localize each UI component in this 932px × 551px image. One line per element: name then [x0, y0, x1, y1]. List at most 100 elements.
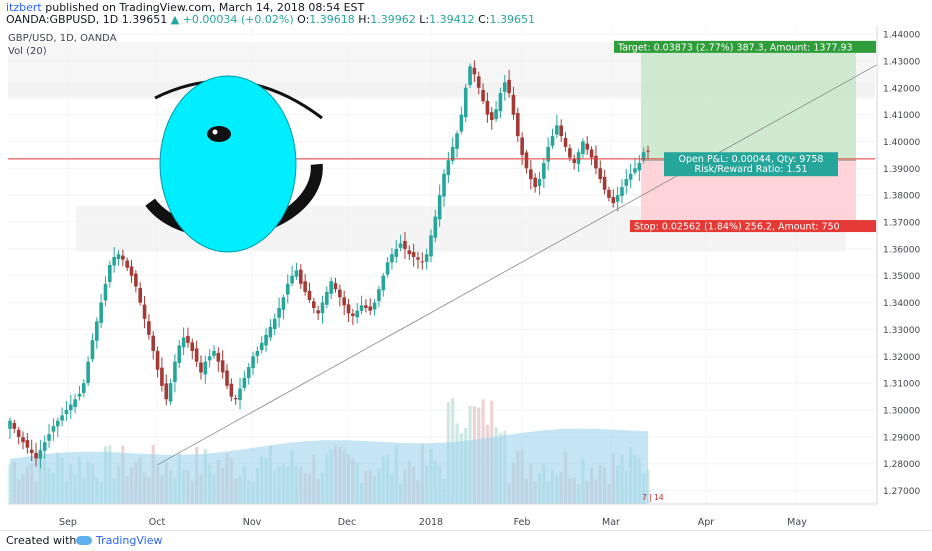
candle-body[interactable]: [624, 179, 629, 186]
candle-body[interactable]: [42, 442, 47, 451]
candle-body[interactable]: [142, 304, 147, 319]
candle-body[interactable]: [229, 383, 234, 397]
candle-body[interactable]: [238, 388, 242, 401]
candle-body[interactable]: [489, 112, 494, 120]
candle-body[interactable]: [416, 257, 420, 260]
candle-body[interactable]: [320, 302, 325, 314]
candle-body[interactable]: [212, 350, 216, 356]
candle-body[interactable]: [524, 152, 529, 169]
candle-body[interactable]: [555, 125, 559, 135]
candle-body[interactable]: [394, 248, 399, 257]
candle-body[interactable]: [86, 361, 90, 384]
candle-body[interactable]: [290, 275, 294, 284]
candle-body[interactable]: [476, 76, 481, 88]
candle-body[interactable]: [255, 350, 260, 356]
candle-body[interactable]: [55, 420, 60, 427]
candle-body[interactable]: [220, 360, 225, 373]
candle-body[interactable]: [372, 302, 377, 310]
candle-body[interactable]: [173, 361, 177, 382]
candle-body[interactable]: [641, 152, 646, 161]
candle-body[interactable]: [342, 297, 346, 306]
candle-body[interactable]: [537, 179, 542, 187]
candle-body[interactable]: [29, 449, 34, 453]
candle-body[interactable]: [134, 273, 138, 287]
candle-body[interactable]: [77, 393, 82, 397]
candle-body[interactable]: [433, 216, 438, 238]
candle-body[interactable]: [294, 270, 299, 277]
candle-body[interactable]: [355, 310, 360, 318]
candle-body[interactable]: [181, 337, 186, 348]
candle-body[interactable]: [177, 345, 182, 363]
candle-body[interactable]: [481, 89, 485, 102]
candle-body[interactable]: [338, 289, 342, 298]
candle-body[interactable]: [563, 137, 568, 147]
candle-body[interactable]: [611, 197, 616, 204]
candle-body[interactable]: [51, 426, 56, 432]
candle-body[interactable]: [572, 159, 577, 163]
candle-body[interactable]: [359, 305, 364, 311]
candle-body[interactable]: [585, 143, 590, 150]
candle-body[interactable]: [21, 437, 25, 443]
candle-body[interactable]: [281, 297, 286, 310]
candle-body[interactable]: [498, 93, 503, 112]
candle-body[interactable]: [268, 326, 273, 338]
candle-body[interactable]: [450, 146, 455, 161]
candle-body[interactable]: [216, 352, 221, 362]
candle-body[interactable]: [420, 261, 425, 263]
candle-body[interactable]: [34, 452, 38, 459]
tradingview-link[interactable]: TradingView: [76, 534, 162, 547]
candle-body[interactable]: [333, 283, 338, 290]
candle-body[interactable]: [581, 141, 585, 154]
candle-body[interactable]: [81, 383, 86, 393]
candle-body[interactable]: [60, 415, 64, 421]
candle-body[interactable]: [160, 367, 164, 386]
candle-body[interactable]: [559, 125, 563, 137]
candle-body[interactable]: [121, 255, 125, 260]
candle-body[interactable]: [199, 362, 203, 373]
candle-body[interactable]: [381, 275, 386, 291]
candle-body[interactable]: [429, 235, 433, 257]
candle-body[interactable]: [628, 173, 633, 180]
candle-body[interactable]: [129, 266, 134, 276]
candle-body[interactable]: [95, 321, 99, 341]
candle-body[interactable]: [385, 262, 390, 275]
candle-body[interactable]: [529, 169, 533, 180]
candle-body[interactable]: [472, 67, 477, 75]
candle-body[interactable]: [125, 260, 129, 268]
candle-body[interactable]: [533, 177, 537, 188]
candle-body[interactable]: [147, 321, 151, 335]
candle-body[interactable]: [368, 306, 373, 311]
candle-body[interactable]: [285, 283, 290, 295]
candle-body[interactable]: [455, 133, 459, 149]
candle-body[interactable]: [194, 348, 199, 362]
candle-body[interactable]: [424, 254, 429, 262]
candle-body[interactable]: [298, 269, 303, 284]
candle-body[interactable]: [542, 162, 546, 179]
candle-body[interactable]: [437, 195, 442, 220]
candle-body[interactable]: [272, 318, 277, 329]
candle-body[interactable]: [116, 254, 121, 260]
candle-body[interactable]: [251, 356, 255, 369]
candle-body[interactable]: [12, 422, 17, 429]
candle-body[interactable]: [207, 356, 212, 361]
candle-body[interactable]: [398, 243, 403, 248]
candle-body[interactable]: [325, 291, 329, 305]
candle-body[interactable]: [511, 94, 516, 115]
candle-body[interactable]: [598, 168, 603, 180]
candle-body[interactable]: [446, 160, 451, 176]
candle-body[interactable]: [377, 289, 381, 302]
candle-body[interactable]: [47, 434, 51, 441]
candle-body[interactable]: [68, 404, 73, 411]
candle-body[interactable]: [264, 334, 268, 346]
candle-body[interactable]: [73, 399, 77, 408]
candle-body[interactable]: [633, 168, 637, 173]
candle-body[interactable]: [90, 340, 95, 360]
candle-body[interactable]: [329, 281, 333, 294]
candle-body[interactable]: [277, 307, 281, 318]
chart-area[interactable]: 7 | 14 Target: 0.03873 (2.77%) 387.3, Am…: [0, 26, 932, 530]
candle-body[interactable]: [164, 383, 169, 400]
candle-body[interactable]: [546, 146, 550, 162]
candle-body[interactable]: [99, 302, 103, 323]
candle-body[interactable]: [16, 429, 21, 437]
candle-body[interactable]: [494, 109, 498, 120]
